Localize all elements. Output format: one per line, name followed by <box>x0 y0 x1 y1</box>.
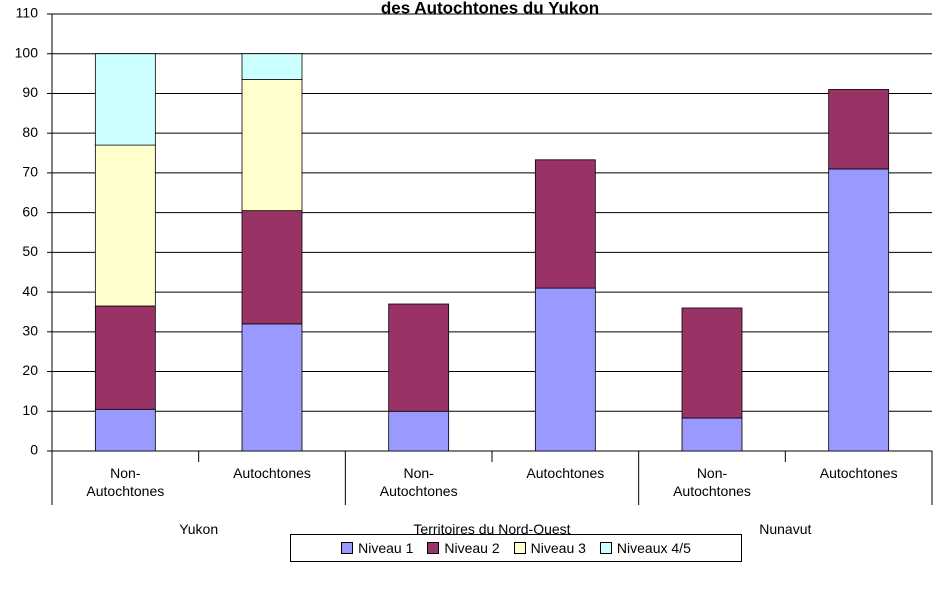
y-tick-label: 110 <box>16 5 39 21</box>
legend-item: Niveau 2 <box>427 540 500 556</box>
group-label: Yukon <box>179 521 219 537</box>
y-tick-label: 50 <box>22 243 38 259</box>
y-tick-label: 40 <box>22 283 38 299</box>
legend-swatch <box>599 542 612 554</box>
y-tick-label: 100 <box>15 44 39 60</box>
group-label: Nunavut <box>759 521 812 537</box>
x-tick-label: Autochtones <box>233 465 311 481</box>
legend-swatch <box>513 542 526 554</box>
legend-swatch <box>341 542 354 554</box>
bar-segment <box>681 307 743 419</box>
x-tick-label: Non-Autochtones <box>379 465 458 499</box>
bar-segment <box>241 79 303 212</box>
bar-segment <box>94 408 156 452</box>
bar-segment <box>388 303 450 412</box>
x-tick-label: Non-Autochtones <box>673 465 751 499</box>
legend: Niveau 1 Niveau 2 Niveau 3 Niveaux 4/5 <box>290 534 742 562</box>
bar-segment <box>534 287 596 452</box>
legend-swatch <box>427 542 440 554</box>
bar-segment <box>828 89 890 170</box>
bar-segment <box>534 159 596 289</box>
chart-title: des Autochtones du Yukon <box>381 0 599 17</box>
x-tick-label: Non-Autochtones <box>86 465 165 499</box>
y-tick-label: 80 <box>22 124 38 140</box>
y-tick-label: 10 <box>22 402 38 418</box>
legend-label: Niveau 3 <box>530 540 586 556</box>
bar-segment <box>94 305 156 410</box>
x-tick-label: Autochtones <box>526 465 605 481</box>
y-tick-label: 70 <box>22 164 38 180</box>
y-tick-label: 20 <box>22 362 38 378</box>
legend-label: Niveaux 4/5 <box>616 540 691 556</box>
bar-segment <box>388 410 450 452</box>
legend-item: Niveau 3 <box>513 540 586 556</box>
y-tick-label: 30 <box>22 323 38 339</box>
bar-segment <box>681 417 743 452</box>
legend-item: Niveau 1 <box>341 540 413 556</box>
group-label: Territoires du Nord-Ouest <box>413 521 571 537</box>
x-tick-label: Autochtones <box>819 465 898 481</box>
bar-segment <box>94 53 156 146</box>
bar-segment <box>241 53 303 80</box>
bar-segment <box>241 323 303 452</box>
legend-label: Niveau 1 <box>358 540 414 556</box>
y-tick-label: 60 <box>22 203 38 219</box>
y-tick-label: 0 <box>30 442 38 458</box>
bar-segment <box>828 168 890 452</box>
bar-segment <box>241 210 303 325</box>
legend-item: Niveaux 4/5 <box>599 540 691 556</box>
bar-segment <box>94 144 156 307</box>
y-tick-label: 90 <box>22 84 38 100</box>
legend-label: Niveau 2 <box>444 540 500 556</box>
